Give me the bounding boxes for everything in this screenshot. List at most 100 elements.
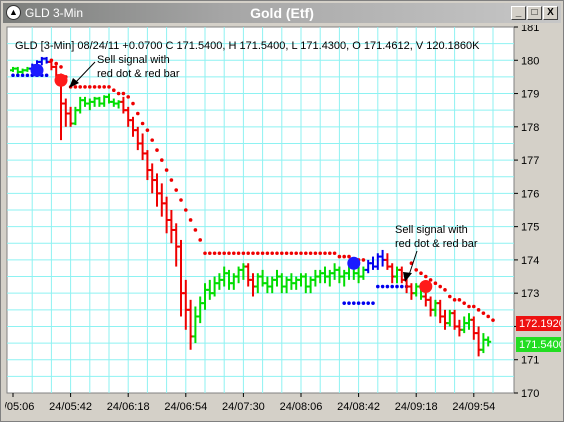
y-tick-label: 179 — [521, 89, 539, 101]
stop-dot-red — [452, 298, 457, 302]
stop-dot-red — [342, 254, 347, 259]
y-tick-label: 177 — [521, 155, 539, 167]
stop-dot-red — [462, 301, 467, 305]
stop-dot-red — [289, 251, 294, 256]
stop-dot-red — [476, 308, 481, 312]
stop-dot-red — [299, 251, 303, 256]
stop-dot-red — [155, 148, 159, 152]
stop-dot-red — [433, 281, 438, 286]
stop-dot-red — [179, 198, 183, 202]
stop-dot-red — [328, 251, 332, 256]
stop-dot-red — [208, 251, 212, 256]
price-chart[interactable]: 170171172173174175176177178179180181 24/… — [5, 25, 561, 417]
stop-dot-red — [443, 288, 447, 292]
stop-dot-blue — [347, 301, 351, 305]
stop-dot-red — [126, 95, 130, 99]
annotation-2: Sell signal with red dot & red bar — [395, 224, 478, 282]
annotation-1-line-1: Sell signal with — [97, 54, 170, 66]
stop-dot-red — [116, 91, 121, 96]
stop-dot-blue — [20, 73, 25, 78]
stop-dot-red — [294, 251, 299, 256]
signal-dot — [419, 280, 433, 294]
minimize-button[interactable]: _ — [511, 6, 526, 20]
maximize-button[interactable]: □ — [527, 6, 542, 20]
stop-dot-red — [361, 258, 366, 262]
stop-dot-blue — [11, 73, 15, 78]
stop-dot-red — [140, 121, 145, 126]
stop-dot-blue — [395, 284, 399, 289]
stop-dot-red — [308, 251, 313, 256]
y-tick-label: 180 — [521, 55, 539, 67]
y-tick-label: 178 — [521, 122, 539, 134]
stop-dot-red — [227, 251, 231, 256]
stop-dot-red — [275, 251, 279, 256]
stop-dot-red — [145, 128, 150, 132]
app-icon: ▲ — [6, 5, 21, 20]
stop-dot-red — [217, 251, 222, 256]
y-tick-label: 171 — [521, 355, 539, 367]
x-tick-label: 24/06:54 — [164, 401, 207, 413]
info-line: GLD [3-Min] 08/24/11 +0.0700 C 171.5400,… — [15, 40, 480, 52]
stop-dot-red — [236, 251, 241, 256]
annotation-2-arrowhead — [403, 272, 412, 282]
y-tick-label: 181 — [521, 25, 539, 34]
grid — [7, 27, 514, 393]
stop-dot-blue — [376, 284, 380, 289]
stop-dot-red — [136, 111, 140, 116]
stop-dot-red — [59, 65, 63, 69]
stop-dot-red — [428, 278, 433, 282]
stop-dot-red — [457, 298, 462, 302]
stop-dot-red — [164, 168, 169, 172]
y-tick-label: 176 — [521, 188, 539, 200]
stop-dot-red — [88, 85, 92, 89]
x-tick-label: 24/08:06 — [280, 401, 323, 413]
stop-dot-red — [491, 318, 495, 322]
last-price-label: 171.5400 — [519, 339, 561, 351]
stop-dot-red — [73, 85, 78, 89]
signal-dot — [54, 73, 68, 87]
stop-dot-red — [284, 251, 289, 256]
price-bar — [485, 336, 492, 347]
stop-dot-red — [112, 88, 116, 93]
stop-dot-red — [212, 251, 217, 256]
stop-dot-red — [419, 271, 423, 276]
stop-dot-red — [97, 85, 102, 89]
close-button[interactable]: X — [543, 6, 558, 20]
stop-dot-red — [174, 188, 178, 192]
stop-dot-red — [169, 178, 174, 182]
annotation-1: Sell signal with red dot & red bar — [69, 54, 180, 88]
stop-dot-blue — [390, 284, 395, 289]
stop-dot-red — [481, 311, 486, 315]
stop-dot-blue — [25, 73, 30, 78]
x-tick-label: 24/05:06 — [5, 401, 34, 413]
stop-dot-red — [313, 251, 318, 256]
stop-dot-blue — [16, 73, 20, 78]
stop-dot-red — [222, 251, 226, 256]
stop-dot-red — [280, 251, 284, 256]
stop-dot-red — [438, 284, 443, 289]
stop-dot-red — [424, 274, 428, 279]
y-tick-label: 175 — [521, 222, 539, 234]
chart-title: Gold (Etf) — [250, 5, 314, 21]
stop-dot-red — [203, 251, 207, 256]
stop-dot-red — [198, 238, 202, 242]
x-tick-label: 24/09:18 — [395, 401, 438, 413]
stop-dot-red — [256, 251, 260, 256]
window-title: GLD 3-Min — [25, 6, 84, 20]
x-tick-label: 24/05:42 — [49, 401, 92, 413]
annotation-2-line-1: Sell signal with — [395, 224, 468, 236]
title-bar[interactable]: ▲ GLD 3-Min Gold (Etf) _ □ X — [3, 3, 561, 23]
stop-dot-red — [54, 61, 58, 66]
stop-dot-blue — [366, 301, 371, 305]
stop-dot-blue — [400, 284, 404, 289]
stop-dot-red — [260, 251, 265, 256]
stop-price-label: 172.1920 — [519, 318, 561, 330]
stop-dots — [11, 58, 495, 322]
x-tick-label: 24/07:30 — [222, 401, 265, 413]
stop-dot-blue — [385, 284, 390, 289]
stop-dot-red — [414, 268, 419, 272]
stop-dot-red — [241, 251, 246, 256]
stop-dot-red — [193, 228, 198, 232]
stop-dot-red — [188, 218, 193, 222]
stop-dot-red — [332, 251, 337, 256]
